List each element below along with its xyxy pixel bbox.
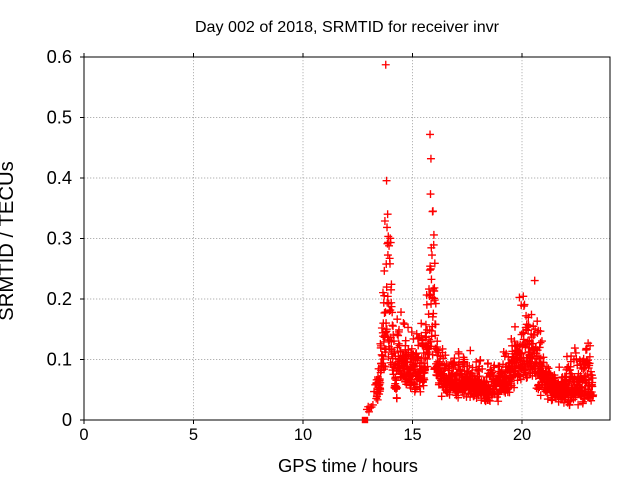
svg-text:Day 002 of 2018, SRMTID for re: Day 002 of 2018, SRMTID for receiver inv… xyxy=(195,18,500,36)
svg-text:10: 10 xyxy=(294,426,312,444)
svg-text:GPS time / hours: GPS time / hours xyxy=(278,455,418,476)
svg-text:0: 0 xyxy=(62,409,72,430)
svg-text:0.2: 0.2 xyxy=(47,288,72,309)
svg-text:SRMTID / TECUs: SRMTID / TECUs xyxy=(0,161,18,321)
svg-text:0.6: 0.6 xyxy=(47,46,72,67)
svg-text:15: 15 xyxy=(403,426,421,444)
svg-text:0.5: 0.5 xyxy=(47,107,72,128)
svg-text:5: 5 xyxy=(189,426,198,444)
svg-text:0.3: 0.3 xyxy=(47,228,72,249)
svg-text:0.4: 0.4 xyxy=(47,167,72,188)
svg-text:0.1: 0.1 xyxy=(47,349,72,370)
svg-text:20: 20 xyxy=(513,426,531,444)
svg-text:0: 0 xyxy=(79,426,88,444)
